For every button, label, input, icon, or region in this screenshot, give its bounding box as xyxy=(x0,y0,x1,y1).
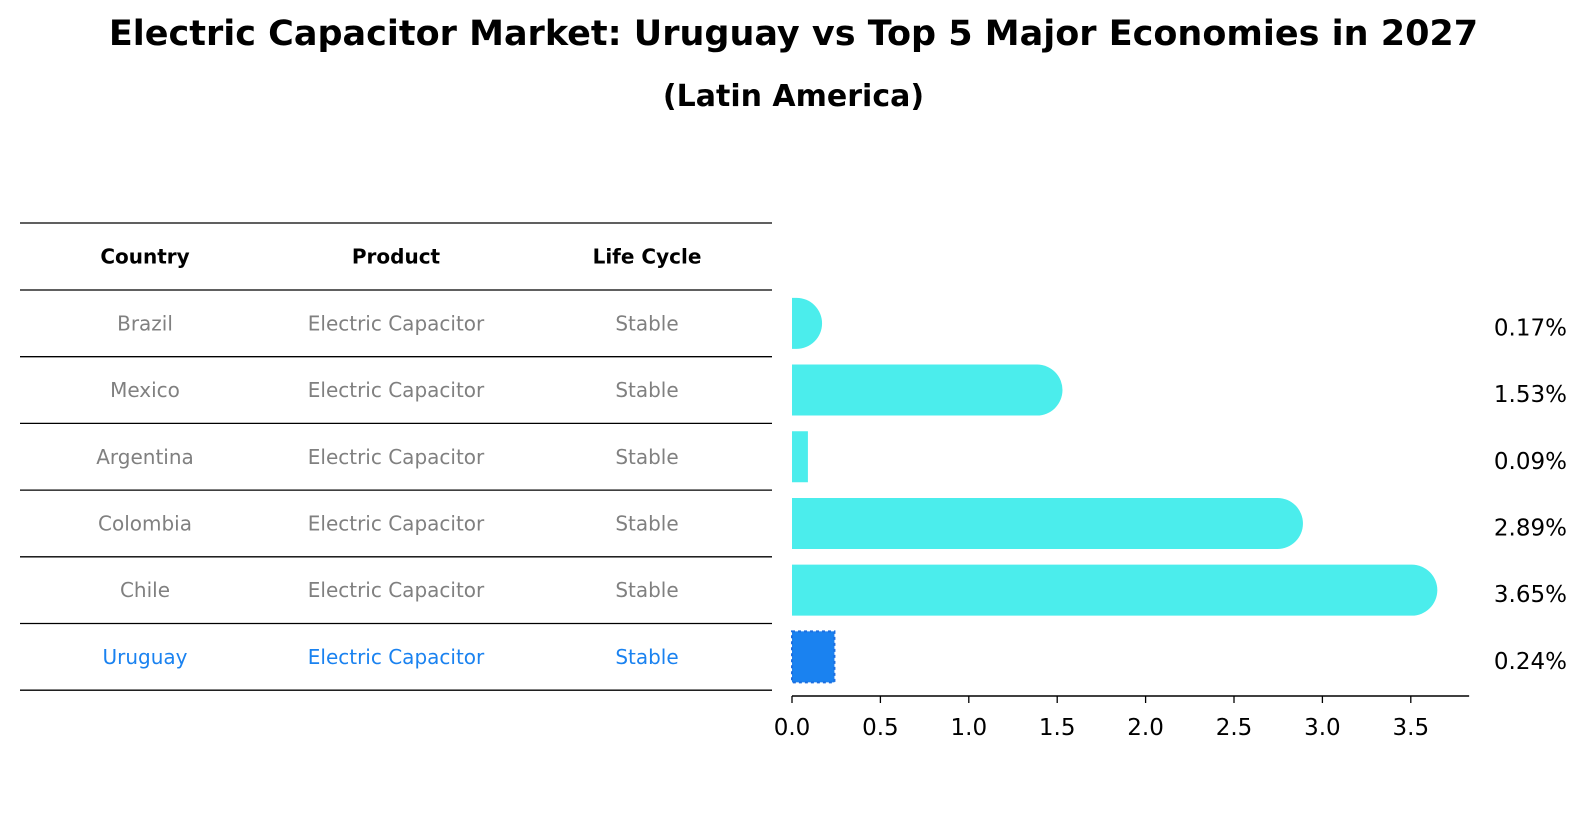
x-tick-label: 1.0 xyxy=(951,715,988,741)
bar-value-label: 0.09% xyxy=(1494,449,1567,475)
table-cell-country: Chile xyxy=(120,578,170,602)
table-cell-product: Electric Capacitor xyxy=(308,378,485,402)
bar-brazil xyxy=(792,297,823,349)
table-cell-product: Electric Capacitor xyxy=(308,511,485,535)
table-cell-product: Electric Capacitor xyxy=(308,578,485,602)
x-tick-label: 3.0 xyxy=(1304,715,1341,741)
bar-argentina xyxy=(792,431,808,483)
x-tick-label: 2.5 xyxy=(1216,715,1253,741)
table-cell-product: Electric Capacitor xyxy=(308,645,485,669)
x-tick-label: 3.5 xyxy=(1393,715,1430,741)
table-cell-country: Uruguay xyxy=(103,645,188,669)
table-cell-product: Electric Capacitor xyxy=(308,445,485,469)
table-cell-life-cycle: Stable xyxy=(615,445,678,469)
bar-chile xyxy=(792,564,1438,616)
table-header-country: Country xyxy=(100,245,189,269)
bar-mexico xyxy=(792,364,1063,416)
bar-value-label: 0.24% xyxy=(1494,649,1567,675)
x-tick-label: 1.5 xyxy=(1039,715,1076,741)
table-header-life-cycle: Life Cycle xyxy=(593,245,702,269)
table-cell-life-cycle: Stable xyxy=(615,578,678,602)
chart-subtitle: (Latin America) xyxy=(662,79,925,114)
table-cell-product: Electric Capacitor xyxy=(308,311,485,335)
x-tick-label: 0.0 xyxy=(774,715,811,741)
x-tick-label: 0.5 xyxy=(862,715,899,741)
bar-value-label: 1.53% xyxy=(1494,382,1567,408)
bar-value-label: 0.17% xyxy=(1494,315,1567,341)
table-header-product: Product xyxy=(352,245,441,269)
x-tick-label: 2.0 xyxy=(1127,715,1164,741)
bar-uruguay xyxy=(791,630,836,684)
table-cell-country: Mexico xyxy=(110,378,180,402)
table-cell-life-cycle: Stable xyxy=(615,511,678,535)
table-cell-country: Argentina xyxy=(96,445,194,469)
table-cell-life-cycle: Stable xyxy=(615,645,678,669)
bar-colombia xyxy=(792,497,1303,549)
table-cell-life-cycle: Stable xyxy=(615,311,678,335)
table-cell-country: Colombia xyxy=(98,511,192,535)
bar-value-label: 2.89% xyxy=(1494,515,1567,541)
table-cell-country: Brazil xyxy=(117,311,173,335)
bar-value-label: 3.65% xyxy=(1494,582,1567,608)
chart-title: Electric Capacitor Market: Uruguay vs To… xyxy=(108,14,1479,54)
table-cell-life-cycle: Stable xyxy=(615,378,678,402)
